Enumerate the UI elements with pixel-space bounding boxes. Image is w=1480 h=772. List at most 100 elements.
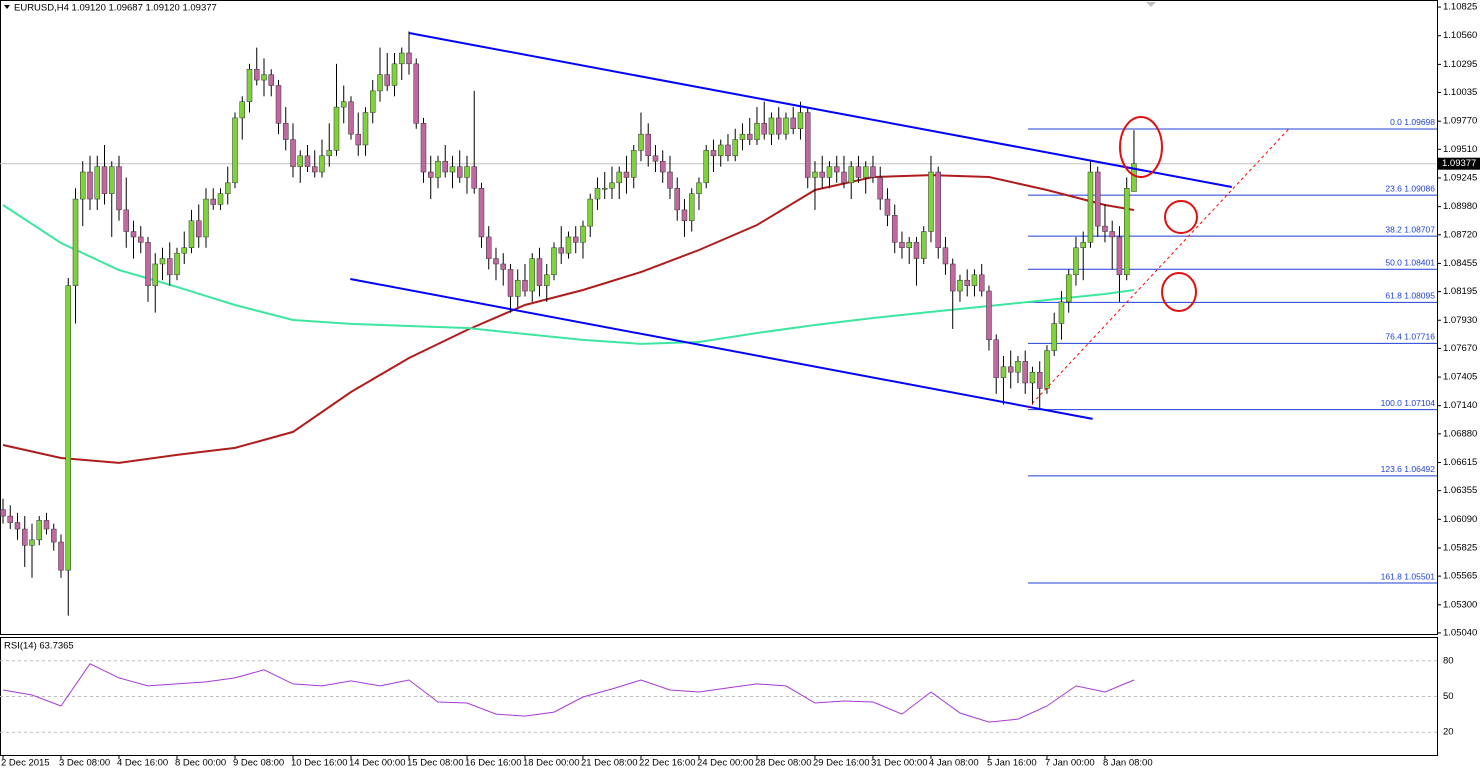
candle-body [340, 101, 347, 108]
candle-body [297, 155, 303, 167]
candle-body [1036, 371, 1043, 389]
candle-body [587, 198, 593, 227]
candle-body [188, 220, 195, 249]
candle-body [232, 117, 238, 184]
x-tick-label: 22 Dec 16:00 [639, 758, 696, 769]
y-tick-label: 1.09245 [1443, 172, 1477, 183]
moving-average [2, 174, 1135, 464]
y-tick-label: 1.05040 [1443, 627, 1477, 638]
fib-label: 61.8 1.08095 [1385, 291, 1435, 301]
candle-body [369, 90, 376, 113]
candle-body [594, 188, 601, 200]
candle-body [1131, 163, 1137, 192]
candle-body [406, 52, 412, 65]
candle-body [471, 166, 477, 189]
candle-body [181, 247, 187, 254]
candle-body [29, 539, 35, 546]
candle-body [58, 541, 64, 571]
x-tick-label: 10 Dec 16:00 [291, 758, 348, 769]
candle-body [485, 236, 492, 259]
candle-body [696, 182, 702, 194]
x-tick-label: 3 Dec 08:00 [59, 758, 110, 769]
candle-body [877, 177, 883, 200]
candle-body [442, 160, 448, 173]
y-tick-label: 1.07405 [1443, 372, 1477, 383]
candle-body [1073, 247, 1079, 276]
candle-body [949, 263, 956, 292]
candle-body [1044, 350, 1050, 389]
candle-body [674, 188, 680, 211]
candle-body [725, 144, 731, 157]
fib-label: 161.8 1.05501 [1381, 571, 1436, 581]
x-tick-label: 4 Dec 16:00 [117, 758, 168, 769]
fib-label: 100.0 1.07104 [1381, 398, 1436, 408]
y-tick-label: 1.08720 [1443, 229, 1477, 240]
candle-body [1102, 225, 1108, 232]
candle-body [210, 198, 216, 205]
candle-body [362, 112, 369, 146]
candle-body [116, 166, 122, 211]
candle-body [514, 279, 521, 297]
candle-body [558, 247, 564, 254]
candle-body [746, 133, 753, 140]
candle-body [108, 166, 115, 194]
candle-body [130, 231, 137, 238]
rsi-tick-label: 80 [1443, 655, 1454, 666]
candle-body [855, 166, 862, 178]
trend-line [408, 32, 1232, 188]
x-tick-label: 2 Dec 2015 [1, 758, 50, 769]
x-tick-label: 18 Dec 00:00 [523, 758, 580, 769]
candle-body [72, 198, 79, 286]
candle-body [304, 155, 311, 167]
candle-body [899, 242, 905, 249]
candle-body [688, 193, 695, 221]
x-tick-label: 8 Dec 00:00 [175, 758, 226, 769]
candle-body [0, 509, 6, 517]
candle-body [1015, 361, 1021, 373]
x-tick-label: 9 Dec 08:00 [233, 758, 284, 769]
candle-body [14, 522, 21, 530]
fib-label: 38.2 1.08707 [1385, 224, 1435, 234]
candle-body [159, 258, 166, 265]
candle-body [891, 215, 898, 243]
candle-body [616, 171, 622, 184]
candle-body [50, 528, 57, 543]
candle-body [420, 123, 427, 173]
candle-body [703, 150, 709, 184]
candle-body [572, 236, 579, 243]
candle-body [290, 139, 296, 167]
candle-body [464, 166, 470, 178]
rsi-title: RSI(14) 63.7365 [4, 641, 74, 652]
candle-body [913, 242, 920, 259]
y-tick-label: 1.08455 [1443, 258, 1477, 269]
candle-body [667, 171, 673, 189]
y-tick-label: 1.09770 [1443, 116, 1477, 127]
candle-body [166, 258, 173, 276]
candle-body [65, 285, 71, 571]
fib-label: 0.0 1.09698 [1390, 117, 1435, 127]
candle-body [768, 117, 775, 135]
candle-body [1116, 236, 1123, 276]
trend-line [350, 278, 1093, 420]
candle-body [101, 166, 108, 194]
candle-body [253, 68, 260, 81]
candle-body [94, 166, 100, 200]
candle-body [203, 198, 209, 238]
main-panel [0, 0, 1438, 635]
candle-body [790, 117, 796, 129]
x-tick-label: 29 Dec 16:00 [813, 758, 870, 769]
candle-body [1007, 366, 1014, 373]
candle-body [717, 144, 724, 157]
fib-label: 76.4 1.07716 [1385, 332, 1435, 342]
candle-body [841, 171, 847, 184]
candle-body [870, 166, 876, 178]
price-box [1438, 157, 1480, 170]
candle-body [348, 101, 354, 135]
candle-body [1022, 361, 1028, 384]
candle-body [529, 258, 535, 292]
candle-body [775, 117, 782, 135]
x-tick-label: 14 Dec 00:00 [349, 758, 406, 769]
y-tick-label: 1.10035 [1443, 87, 1477, 98]
